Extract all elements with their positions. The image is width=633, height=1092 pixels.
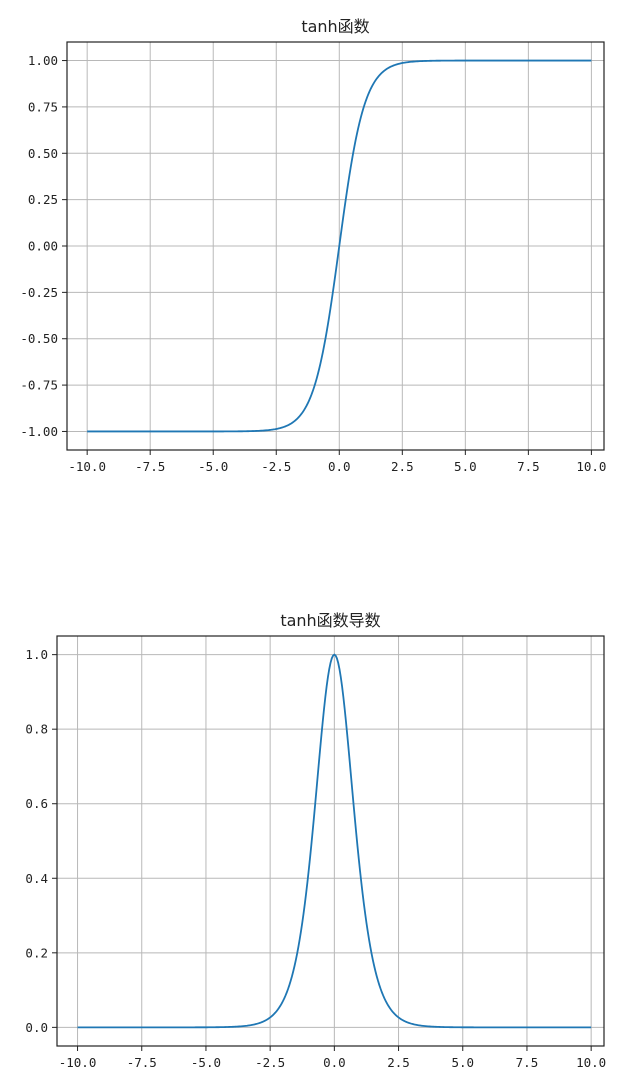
- x-tick-label: -10.0: [68, 459, 106, 474]
- x-tick-label: 2.5: [391, 459, 414, 474]
- x-tick-label: 2.5: [387, 1055, 410, 1070]
- tanh-chart: tanh函数 -10.0 -7.5 -5.0 -2.5 0.0 2.5 5.0 7.5 10.0 -…: [0, 0, 633, 480]
- plot-frame: [56, 635, 605, 1047]
- y-tick-label: 0.00: [28, 239, 58, 254]
- x-tick-label: -7.5: [127, 1055, 157, 1070]
- y-tick-label: 1.00: [28, 53, 58, 68]
- tanh-chart-svg: tanh函数 -10.0 -7.5 -5.0 -2.5 0.0 2.5 5.0 7.5 10.0 -…: [20, 17, 606, 474]
- chart-title: tanh函数导数: [280, 611, 380, 630]
- x-tick-label: 0.0: [323, 1055, 346, 1070]
- x-tick-label: -5.0: [191, 1055, 221, 1070]
- chart-title: tanh函数: [301, 17, 369, 36]
- y-tick-label: -0.50: [20, 331, 58, 346]
- x-tick-label: 0.0: [328, 459, 351, 474]
- y-tick-label: 0.50: [28, 146, 58, 161]
- series-line: [87, 59, 592, 433]
- y-tick-label: 0.25: [28, 192, 58, 207]
- y-tick-label: -0.75: [20, 378, 58, 393]
- y-tick-label: 0.6: [25, 796, 48, 811]
- x-tick-label: 10.0: [576, 459, 606, 474]
- x-tick-label: -10.0: [59, 1055, 97, 1070]
- x-tick-label: -2.5: [261, 459, 291, 474]
- y-tick-label: 0.2: [25, 945, 48, 960]
- x-tick-label: 7.5: [516, 1055, 539, 1070]
- x-tick-label: -2.5: [255, 1055, 285, 1070]
- x-tick-label: 5.0: [451, 1055, 474, 1070]
- y-tick-label: 0.8: [25, 722, 48, 737]
- y-tick-label: 0.0: [25, 1020, 48, 1035]
- x-tick-label: 10.0: [576, 1055, 606, 1070]
- y-tick-label: -1.00: [20, 424, 58, 439]
- x-tick-label: 7.5: [517, 459, 540, 474]
- y-tick-label: 0.75: [28, 99, 58, 114]
- y-tick-label: 0.4: [25, 871, 48, 886]
- x-tick-label: -7.5: [135, 459, 165, 474]
- y-tick-label: 1.0: [25, 647, 48, 662]
- x-tick-label: 5.0: [454, 459, 477, 474]
- series-line: [77, 653, 592, 1029]
- tanh-derivative-chart: tanh函数导数 -10.0 -7.5 -5.0 -2.5 0.0 2.5 5.0 7.5 10.…: [0, 600, 633, 1092]
- x-tick-label: -5.0: [198, 459, 228, 474]
- tanh-derivative-chart-svg: tanh函数导数 -10.0 -7.5 -5.0 -2.5 0.0 2.5 5.0 7.5 10.…: [25, 611, 606, 1070]
- y-tick-label: -0.25: [20, 285, 58, 300]
